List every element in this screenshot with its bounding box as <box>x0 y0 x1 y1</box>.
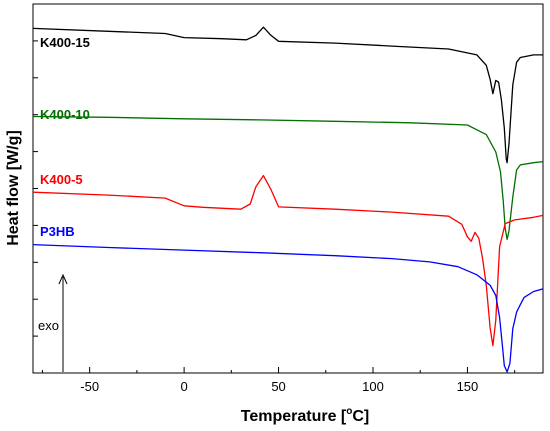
x-tick-label: 100 <box>362 379 384 394</box>
x-tick-label: 0 <box>180 379 187 394</box>
series-label-k400-15: K400-15 <box>40 35 90 50</box>
x-tick-label: -50 <box>80 379 99 394</box>
series-line-k400-15 <box>32 26 543 164</box>
plot-area: -50 0 50 100 150 K400-15 K400-10 K400-5 P3HB ex… <box>32 3 544 394</box>
y-axis-title: Heat flow [W/g] <box>5 130 22 246</box>
series-line-k400-5 <box>32 174 544 347</box>
series-labels: K400-15 K400-10 K400-5 P3HB <box>40 35 90 239</box>
x-axis-title: Temperature [oC] <box>241 406 370 425</box>
x-tick-label: 150 <box>457 379 479 394</box>
exo-arrow-head <box>58 273 68 285</box>
plot-frame <box>32 3 544 374</box>
series-label-p3hb: P3HB <box>40 224 75 239</box>
series-layer <box>32 26 544 373</box>
exo-label: exo <box>38 318 59 333</box>
x-tick-label: 50 <box>271 379 285 394</box>
series-line-k400-10 <box>32 115 544 241</box>
annotation-layer: exo <box>38 273 68 372</box>
series-label-k400-10: K400-10 <box>40 107 90 122</box>
x-axis-ticks: -50 0 50 100 150 <box>41 367 516 394</box>
series-label-k400-5: K400-5 <box>40 172 83 187</box>
y-axis-ticks <box>33 40 38 337</box>
series-line-p3hb <box>32 243 544 373</box>
